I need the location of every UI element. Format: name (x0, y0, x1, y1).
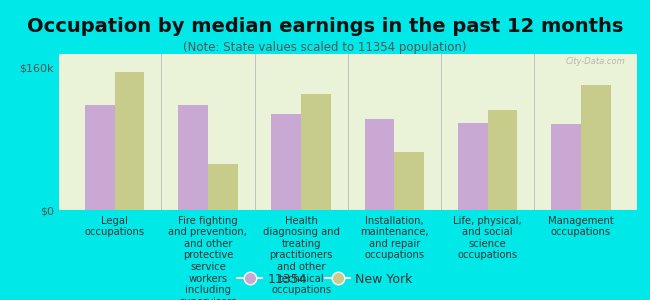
Legend: 11354, New York: 11354, New York (232, 268, 418, 291)
Text: City-Data.com: City-Data.com (566, 57, 625, 66)
Bar (208, 164, 238, 210)
Bar (551, 124, 581, 210)
Text: Occupation by median earnings in the past 12 months: Occupation by median earnings in the pas… (27, 16, 623, 35)
Bar (271, 114, 301, 210)
Bar (114, 72, 144, 210)
Bar (395, 152, 424, 210)
Bar (458, 123, 488, 210)
Bar (365, 119, 395, 210)
Bar (301, 94, 331, 210)
Bar (178, 105, 208, 210)
Bar (488, 110, 517, 210)
Bar (581, 85, 611, 210)
Bar (84, 105, 114, 210)
Text: (Note: State values scaled to 11354 population): (Note: State values scaled to 11354 popu… (183, 40, 467, 53)
